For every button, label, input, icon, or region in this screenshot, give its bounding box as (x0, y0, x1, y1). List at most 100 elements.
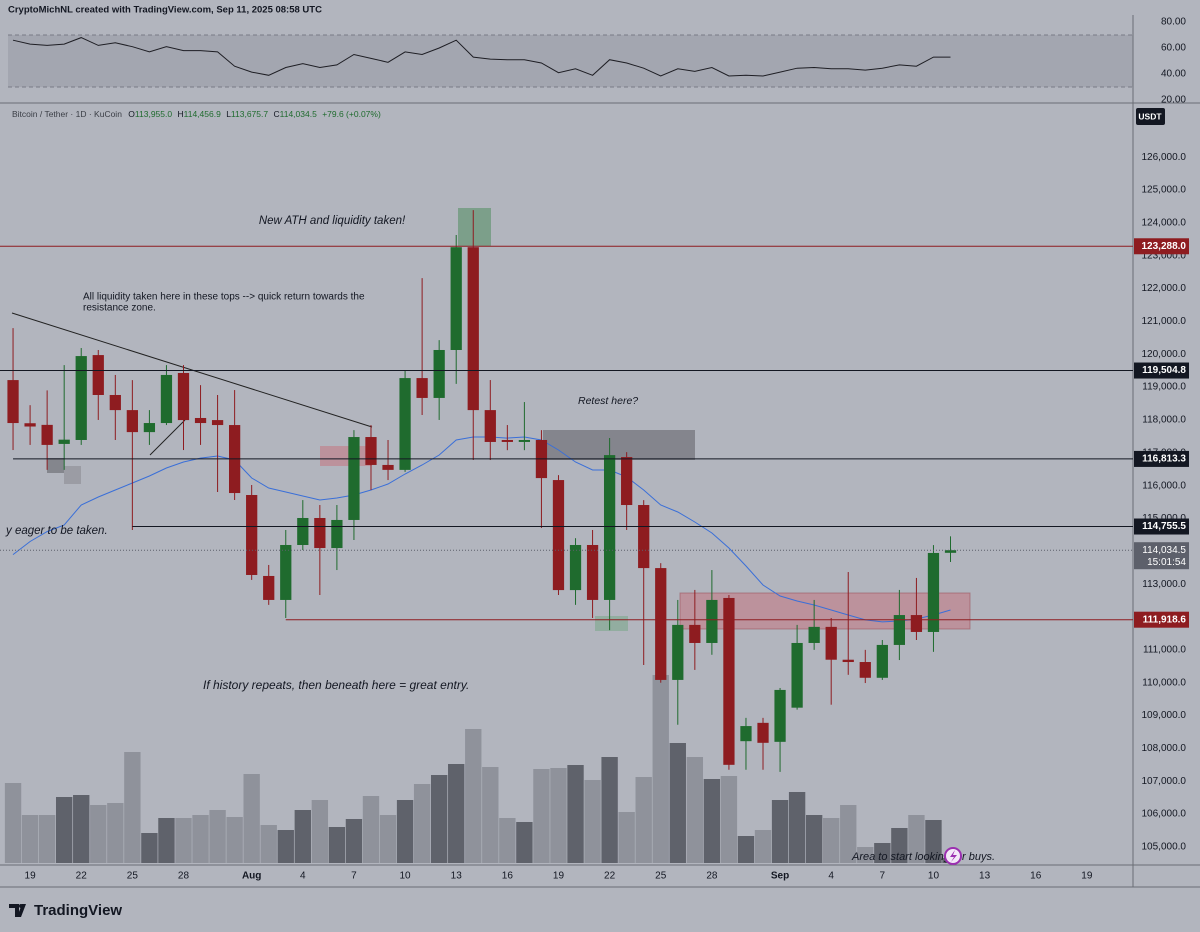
y-tick-label: 119,000.0 (1142, 382, 1186, 393)
volume-bar (925, 820, 942, 863)
brand-logo-dot (19, 904, 23, 908)
volume-bar (430, 775, 448, 863)
candle-body (450, 247, 462, 350)
alert-icon-bolt (950, 850, 957, 862)
level-tag (1134, 362, 1189, 379)
level-label: 116,813.3 (1142, 454, 1186, 465)
volume-bar (550, 768, 567, 863)
candle-body (297, 517, 309, 545)
volume-bar (175, 818, 192, 863)
y-tick-label: 106,000.0 (1142, 809, 1187, 820)
x-tick-label: 13 (979, 871, 991, 882)
candle-body (944, 550, 957, 553)
trendline (149, 419, 186, 456)
rsi-tick-label: 60.00 (1161, 43, 1186, 54)
x-tick-label: 13 (451, 871, 463, 882)
candle-body (501, 439, 513, 442)
candle-body (723, 597, 735, 765)
y-tick-label: 108,000.0 (1142, 743, 1187, 754)
volume-bar (857, 847, 874, 863)
x-tick-label: 10 (400, 871, 412, 882)
candle-body (75, 356, 87, 440)
volume-bar (703, 779, 721, 863)
y-tick-label: 109,000.0 (1142, 710, 1187, 721)
candle-body (467, 247, 479, 411)
volume-bar (21, 815, 39, 863)
candle-body (689, 624, 701, 643)
volume-bar (874, 843, 891, 863)
volume-bar (345, 819, 363, 863)
volume-bar (891, 828, 908, 863)
symbol: Bitcoin / Tether · 1D · KuCoin (12, 109, 122, 119)
x-tick-label: 4 (828, 871, 834, 882)
annotation: Retest here? (578, 395, 638, 407)
zone (320, 446, 372, 466)
volume-bar (686, 757, 704, 863)
x-tick-label: 19 (553, 871, 565, 882)
rsi-pane: 20.00 40.00 60.00 80.00 (8, 17, 1186, 106)
axes: 105,000.0 106,000.0 107,000.0 108,000.0 109,… (25, 152, 1189, 882)
x-tick-label: 25 (655, 871, 667, 882)
x-tick-label: 28 (706, 871, 718, 882)
candle-body (791, 642, 803, 708)
volume-bar (209, 810, 226, 863)
rsi-tick-label: 40.00 (1161, 69, 1186, 80)
y-tick-label: 118,000.0 (1142, 415, 1186, 426)
volume-bar (396, 800, 414, 863)
x-tick-label: 22 (76, 871, 88, 882)
x-tick-label: Sep (771, 871, 789, 882)
rsi-tick-label: 80.00 (1161, 17, 1186, 28)
ohlc-value: 113,675.7 (231, 109, 268, 119)
candle-body (246, 495, 258, 575)
candle-body (160, 374, 173, 424)
x-tick-label: 16 (1030, 871, 1042, 882)
x-tick-label: 25 (127, 871, 139, 882)
volume-bar (38, 815, 56, 863)
ohlc-label: O (128, 109, 135, 119)
ohlc-label: C (273, 109, 279, 119)
candle-body (365, 437, 377, 465)
ohlc-label: H (177, 109, 183, 119)
currency-badge[interactable] (1136, 108, 1165, 125)
candle-body (433, 349, 445, 398)
volume-bar (448, 764, 465, 863)
candle-body (416, 378, 428, 398)
volume-bar (73, 795, 90, 863)
candle-body (706, 599, 718, 643)
annotation: If history repeats, then beneath here = … (203, 678, 469, 692)
brand: TradingView (34, 902, 122, 919)
moving-average (12, 436, 951, 623)
level-label: 114,755.5 (1142, 521, 1186, 532)
x-tick-label: 4 (300, 871, 306, 882)
volume-bar (90, 805, 107, 863)
candle-body (484, 410, 496, 442)
candle-body (382, 464, 394, 470)
footer: TradingView (9, 902, 122, 919)
y-tick-label: 107,000.0 (1142, 776, 1187, 787)
x-tick-label: 28 (178, 871, 190, 882)
ohlc-value: 114,456.9 (184, 109, 221, 119)
level-tag (1134, 518, 1189, 535)
last-price-label: 114,034.5 (1142, 545, 1186, 556)
y-tick-label: 122,000.0 (1142, 283, 1187, 294)
volume-bar (482, 767, 499, 863)
volume-layer (4, 675, 959, 863)
x-tick-label: 19 (1081, 871, 1093, 882)
last-price-tag (1134, 542, 1189, 570)
candle-body (586, 544, 599, 600)
currency: USDT (1138, 111, 1162, 121)
candle-body (177, 372, 190, 421)
ohlc-label: L (226, 109, 231, 119)
volume-bar (362, 796, 380, 863)
volume-bar (635, 777, 652, 863)
volume-bar (601, 757, 618, 863)
volume-bar (328, 827, 346, 863)
x-tick-label: Aug (242, 871, 261, 882)
candle-body (399, 378, 411, 470)
candle-body (569, 544, 582, 591)
legend: Bitcoin / Tether · 1D · KuCoin O113,955.… (12, 109, 381, 119)
candle-body (876, 644, 888, 678)
y-tick-label: 110,000.0 (1142, 677, 1186, 688)
